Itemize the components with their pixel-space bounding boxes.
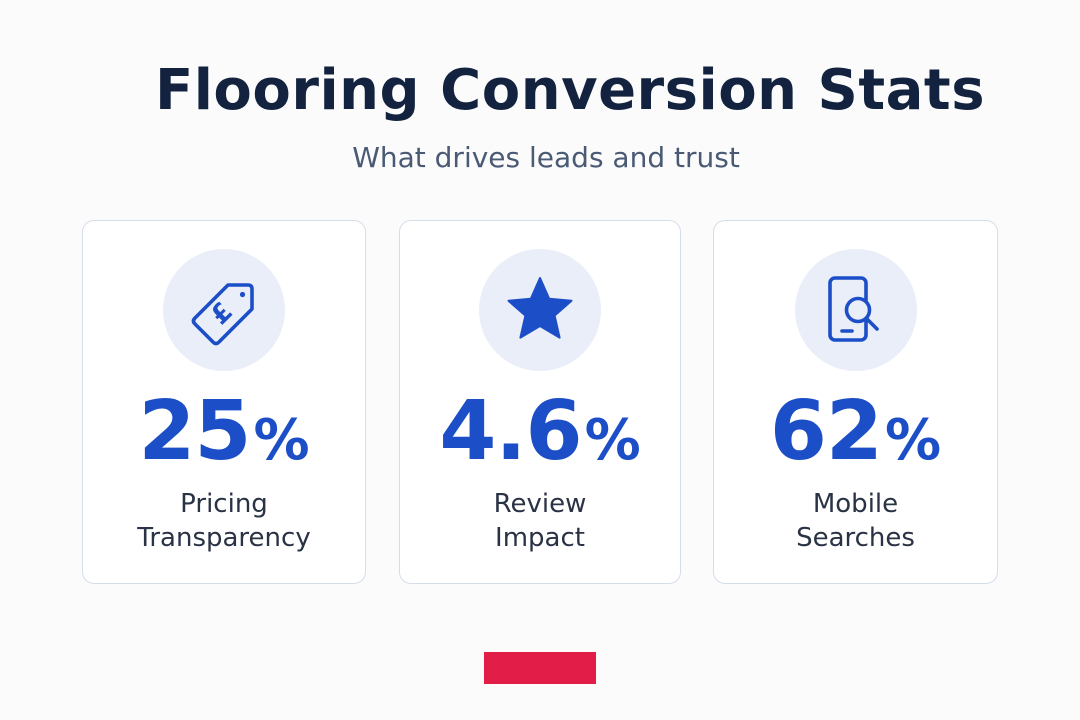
- stat-number: 62: [769, 384, 883, 479]
- stat-label-line: Searches: [796, 523, 915, 553]
- stat-label-line: Review: [493, 489, 587, 519]
- stat-label-line: Transparency: [137, 523, 311, 553]
- stat-label-line: Pricing: [180, 489, 268, 519]
- stat-label: Pricing Transparency: [83, 487, 365, 555]
- stat-card-mobile-searches: 62% Mobile Searches: [713, 220, 998, 584]
- stat-label: Mobile Searches: [714, 487, 997, 555]
- star-icon: [507, 277, 573, 339]
- stat-label-line: Mobile: [812, 489, 899, 519]
- stat-card-pricing-transparency: £ 25% Pricing Transparency: [82, 220, 366, 584]
- stat-card-review-impact: 4.6% Review Impact: [399, 220, 681, 584]
- stat-value: 4.6%: [400, 387, 680, 499]
- stat-label-line: Impact: [495, 523, 585, 553]
- stat-number: 4.6: [439, 384, 582, 479]
- icon-badge: £: [163, 249, 285, 371]
- stat-value: 62%: [714, 387, 997, 499]
- pound-price-tag-icon: £: [191, 283, 254, 346]
- stat-unit: %: [253, 408, 310, 473]
- page-subtitle: What drives leads and trust: [352, 141, 740, 174]
- icon-badge: [794, 249, 917, 371]
- stat-value: 25%: [83, 387, 365, 499]
- stat-label: Review Impact: [400, 487, 680, 555]
- stat-unit: %: [584, 408, 641, 473]
- accent-bar: [484, 652, 596, 684]
- stat-unit: %: [885, 408, 942, 473]
- page-title: Flooring Conversion Stats: [154, 58, 986, 123]
- stat-number: 25: [138, 384, 251, 479]
- mobile-search-icon: [827, 276, 879, 342]
- icon-badge: [479, 249, 601, 371]
